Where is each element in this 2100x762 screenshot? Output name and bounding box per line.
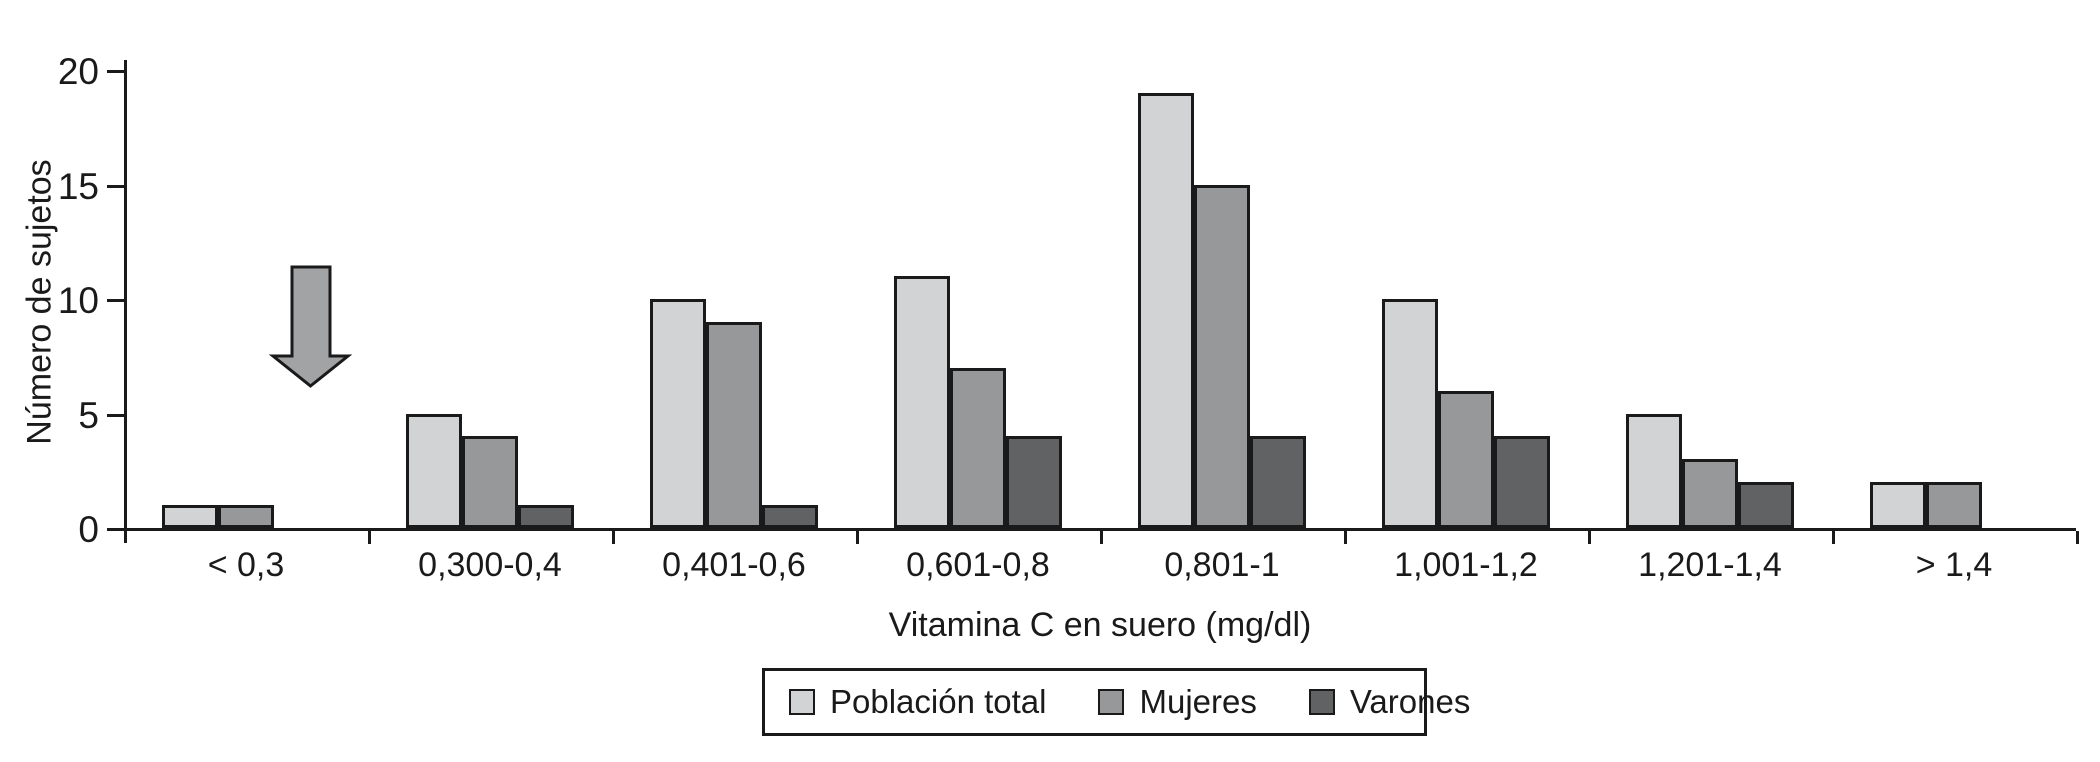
bar-poblaci-n-total-3 (894, 276, 950, 528)
bar-varones-5 (1494, 436, 1550, 528)
x-category-label: < 0,3 (207, 546, 285, 584)
bar-varones-2 (762, 505, 818, 528)
legend-swatch-poblacion-total (789, 689, 815, 715)
bar-poblaci-n-total-0 (162, 505, 218, 528)
bar-mujeres-4 (1194, 184, 1250, 528)
y-tick (107, 70, 124, 73)
x-category-label: 0,801-1 (1164, 546, 1280, 584)
down-arrow-icon (268, 265, 353, 388)
bar-poblaci-n-total-5 (1382, 299, 1438, 528)
y-tick-label: 5 (78, 394, 99, 436)
x-axis-title: Vitamina C en suero (mg/dl) (888, 606, 1312, 644)
x-tick (1588, 531, 1591, 544)
legend-label-varones: Varones (1349, 683, 1471, 720)
legend-label-mujeres: Mujeres (1139, 683, 1257, 720)
bar-mujeres-2 (706, 321, 762, 528)
x-tick (1100, 531, 1103, 544)
y-tick-label: 0 (78, 509, 99, 550)
legend-swatch-varones (1308, 689, 1335, 715)
y-tick-label: 10 (57, 280, 99, 321)
legend-item-mujeres: Mujeres (1098, 683, 1257, 721)
y-axis-line (124, 60, 127, 543)
bar-poblaci-n-total-2 (650, 299, 706, 528)
x-tick (1344, 531, 1347, 544)
bar-varones-1 (518, 505, 574, 528)
x-category-label: 1,001-1,2 (1394, 546, 1538, 584)
bar-varones-6 (1738, 482, 1794, 528)
legend-item-poblacion-total: Población total (789, 683, 1046, 721)
y-tick (107, 413, 124, 417)
bar-mujeres-0 (218, 505, 274, 528)
x-category-label: 0,401-0,6 (662, 546, 806, 584)
y-tick (107, 299, 124, 302)
bar-poblaci-n-total-6 (1626, 413, 1682, 528)
bar-mujeres-7 (1926, 482, 1982, 528)
x-tick (856, 531, 859, 544)
legend: Población total Mujeres Varones (762, 668, 1470, 736)
x-category-label: > 1,4 (1915, 546, 1993, 584)
x-category-label: 0,601-0,8 (906, 546, 1050, 584)
bar-mujeres-6 (1682, 459, 1738, 528)
y-tick (107, 184, 124, 188)
x-tick (1832, 531, 1835, 544)
bar-mujeres-5 (1438, 390, 1494, 528)
x-axis-line (124, 528, 2076, 531)
legend-item-varones: Varones (1308, 683, 1471, 721)
bar-mujeres-3 (950, 367, 1006, 528)
bar-poblaci-n-total-4 (1138, 92, 1194, 528)
y-tick (107, 528, 124, 531)
legend-swatch-mujeres (1098, 689, 1125, 715)
legend-label-poblacion-total: Población total (830, 683, 1047, 720)
bar-poblaci-n-total-1 (406, 413, 462, 528)
bar-poblaci-n-total-7 (1870, 482, 1926, 528)
y-tick-label: 20 (57, 51, 99, 92)
y-tick-label: 15 (57, 165, 99, 207)
x-tick (368, 531, 371, 544)
x-category-label: 0,300-0,4 (418, 546, 562, 584)
x-tick (612, 531, 615, 544)
x-category-label: 1,201-1,4 (1638, 546, 1782, 584)
bar-varones-4 (1250, 436, 1306, 528)
x-tick (2076, 531, 2079, 544)
bar-mujeres-1 (462, 436, 518, 528)
bar-varones-3 (1006, 436, 1062, 528)
